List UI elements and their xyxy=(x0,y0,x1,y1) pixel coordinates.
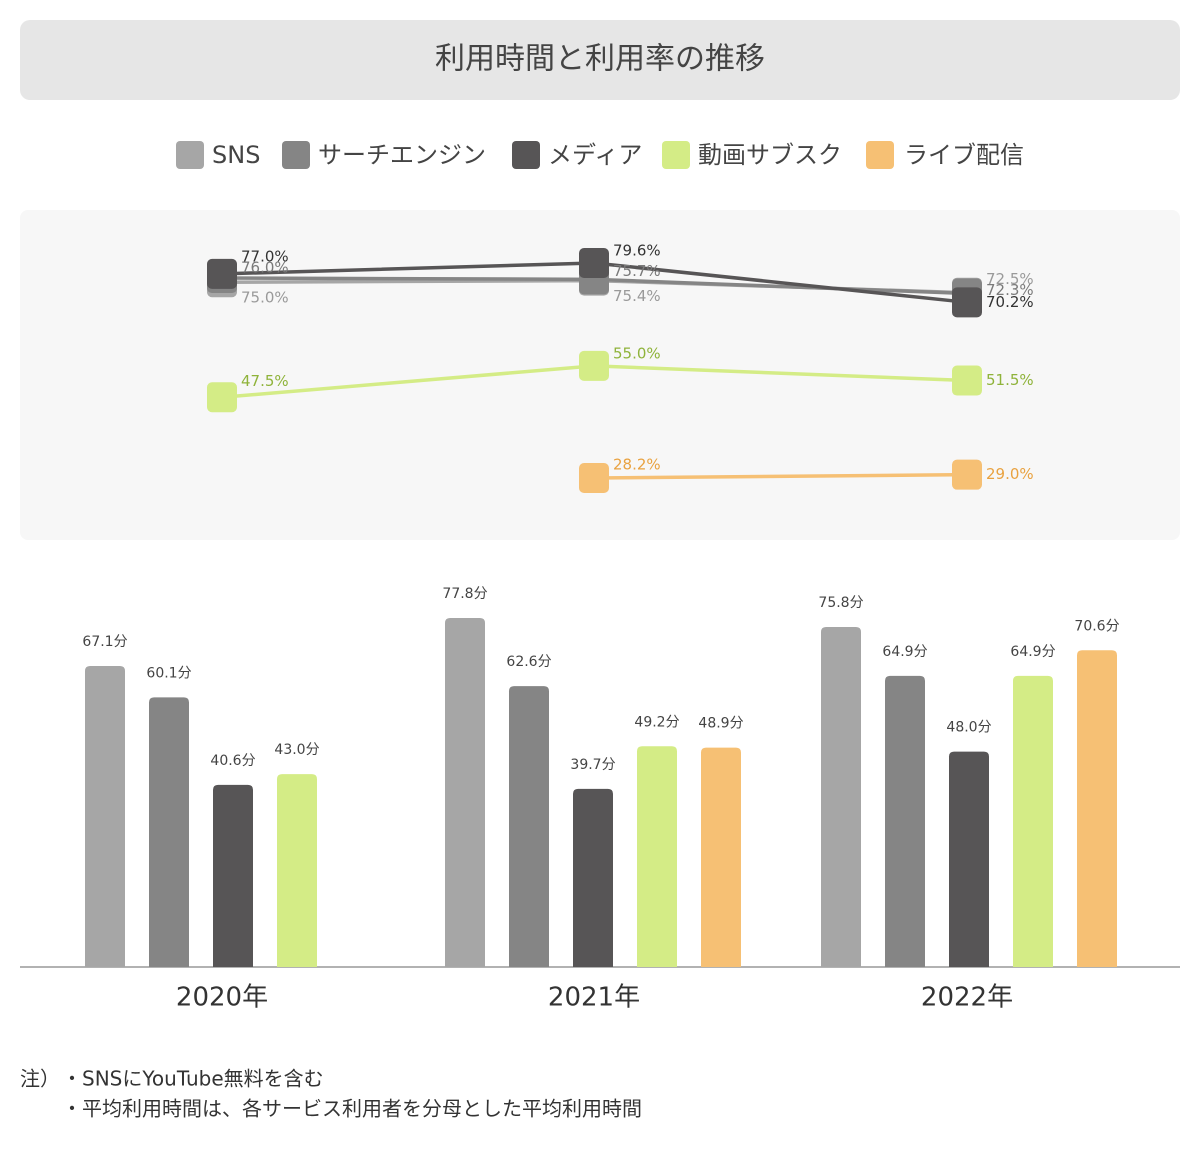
marker xyxy=(579,350,609,381)
data-label: 67.1分 xyxy=(82,634,127,650)
note-prefix: 注） xyxy=(20,1067,60,1091)
data-label: 48.9分 xyxy=(698,716,743,732)
bar xyxy=(701,747,741,967)
bar xyxy=(573,788,613,967)
data-label: 76.0% xyxy=(241,259,289,277)
data-label: 48.0分 xyxy=(946,720,991,736)
bar xyxy=(149,697,189,967)
data-label: 75.7% xyxy=(613,262,661,280)
data-label: 43.0分 xyxy=(274,742,319,758)
title: 利用時間と利用率の推移 xyxy=(435,42,765,77)
bar xyxy=(949,751,989,967)
legend-label: ライブ配信 xyxy=(904,141,1024,169)
marker xyxy=(579,248,609,278)
x-tick-label: 2020年 xyxy=(176,983,268,1013)
data-label: 75.0% xyxy=(241,289,289,307)
legend-label: SNS xyxy=(212,141,260,169)
x-tick-label: 2021年 xyxy=(548,983,640,1013)
data-label: 70.2% xyxy=(986,293,1034,311)
bar xyxy=(637,746,677,967)
data-label: 77.0% xyxy=(241,247,289,265)
data-label: 64.9分 xyxy=(1010,644,1055,660)
note: ・SNSにYouTube無料を含む xyxy=(62,1067,324,1091)
bar xyxy=(213,784,253,967)
data-label: 29.0% xyxy=(986,465,1034,483)
legend-swatch xyxy=(866,141,894,169)
data-label: 64.9分 xyxy=(882,644,927,660)
bar xyxy=(821,626,861,967)
note: ・平均利用時間は、各サービス利用者を分母とした平均利用時間 xyxy=(62,1097,642,1121)
data-label: 72.3% xyxy=(986,281,1034,299)
line xyxy=(593,472,968,480)
marker xyxy=(952,365,982,396)
data-label: 72.5% xyxy=(986,270,1034,288)
legend-swatch xyxy=(662,141,690,169)
marker xyxy=(207,382,237,413)
legend-label: サーチエンジン xyxy=(318,141,486,169)
marker xyxy=(579,463,609,493)
bar xyxy=(1013,675,1053,967)
data-label: 40.6分 xyxy=(210,753,255,769)
legend-swatch xyxy=(282,141,310,169)
marker xyxy=(207,258,237,289)
data-label: 70.6分 xyxy=(1074,618,1119,634)
data-label: 49.2分 xyxy=(634,714,679,730)
bar xyxy=(509,686,549,967)
data-label: 39.7分 xyxy=(570,757,615,773)
data-label: 75.4% xyxy=(613,287,661,305)
data-label: 51.5% xyxy=(986,371,1034,389)
marker xyxy=(952,459,982,490)
legend-label: メディア xyxy=(548,141,642,169)
data-label: 47.5% xyxy=(241,372,289,390)
legend-label: 動画サブスク xyxy=(698,141,842,169)
x-tick-label: 2022年 xyxy=(921,983,1013,1013)
bar xyxy=(1077,650,1117,967)
data-label: 75.8分 xyxy=(818,595,863,611)
data-label: 28.2% xyxy=(613,456,661,474)
title-box xyxy=(20,20,1180,100)
data-label: 79.6% xyxy=(613,242,661,260)
bar xyxy=(85,665,125,967)
data-label: 55.0% xyxy=(613,344,661,362)
legend-swatch xyxy=(512,141,540,169)
data-label: 62.6分 xyxy=(506,654,551,670)
marker xyxy=(952,287,982,318)
bar xyxy=(445,618,485,967)
bar xyxy=(277,774,317,967)
data-label: 60.1分 xyxy=(146,665,191,681)
data-label: 77.8分 xyxy=(442,586,487,602)
bar xyxy=(885,675,925,967)
legend-swatch xyxy=(176,141,204,169)
